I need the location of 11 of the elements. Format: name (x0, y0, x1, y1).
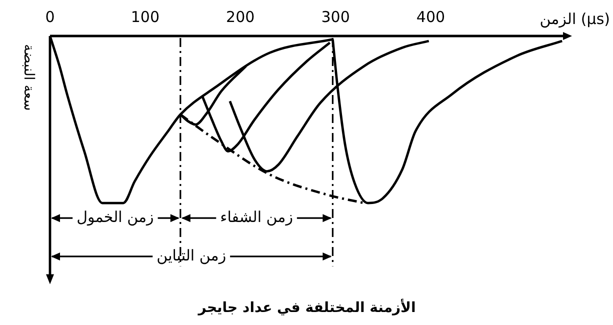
text: زمن الخمول (76, 208, 154, 226)
x-tick-label: 100 (130, 8, 160, 26)
text: زمن التباين (156, 246, 226, 264)
x-tick-label: 400 (416, 8, 446, 26)
x-axis-title: الزمن (µs) (540, 10, 610, 28)
x-tick-label: 200 (226, 8, 255, 26)
text: زمن الشفاء (220, 208, 293, 226)
y-axis-title: سعة النبضة (20, 44, 36, 111)
x-tick-label: 300 (321, 8, 350, 26)
x-tick-label: 0 (45, 8, 55, 26)
text: الأزمنة المختلفة في عداد جايجر (197, 298, 416, 316)
